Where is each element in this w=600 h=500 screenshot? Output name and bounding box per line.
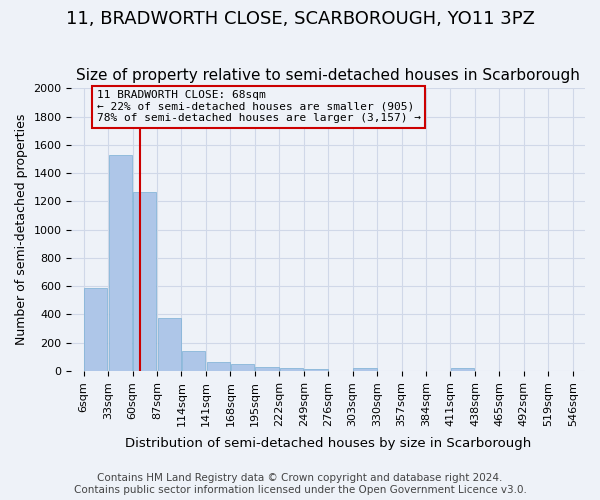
X-axis label: Distribution of semi-detached houses by size in Scarborough: Distribution of semi-detached houses by … — [125, 437, 532, 450]
Bar — [109, 155, 132, 371]
Bar — [256, 367, 278, 371]
Text: Contains HM Land Registry data © Crown copyright and database right 2024.
Contai: Contains HM Land Registry data © Crown c… — [74, 474, 526, 495]
Bar — [231, 364, 254, 371]
Bar — [353, 368, 377, 371]
Bar — [206, 362, 230, 371]
Bar — [304, 369, 328, 371]
Text: 11, BRADWORTH CLOSE, SCARBOROUGH, YO11 3PZ: 11, BRADWORTH CLOSE, SCARBOROUGH, YO11 3… — [65, 10, 535, 28]
Text: 11 BRADWORTH CLOSE: 68sqm
← 22% of semi-detached houses are smaller (905)
78% of: 11 BRADWORTH CLOSE: 68sqm ← 22% of semi-… — [97, 90, 421, 124]
Bar — [280, 368, 303, 371]
Title: Size of property relative to semi-detached houses in Scarborough: Size of property relative to semi-detach… — [76, 68, 580, 83]
Bar — [451, 368, 475, 371]
Bar — [133, 192, 157, 371]
Bar — [158, 318, 181, 371]
Y-axis label: Number of semi-detached properties: Number of semi-detached properties — [15, 114, 28, 346]
Bar — [84, 288, 107, 371]
Bar — [182, 352, 205, 371]
